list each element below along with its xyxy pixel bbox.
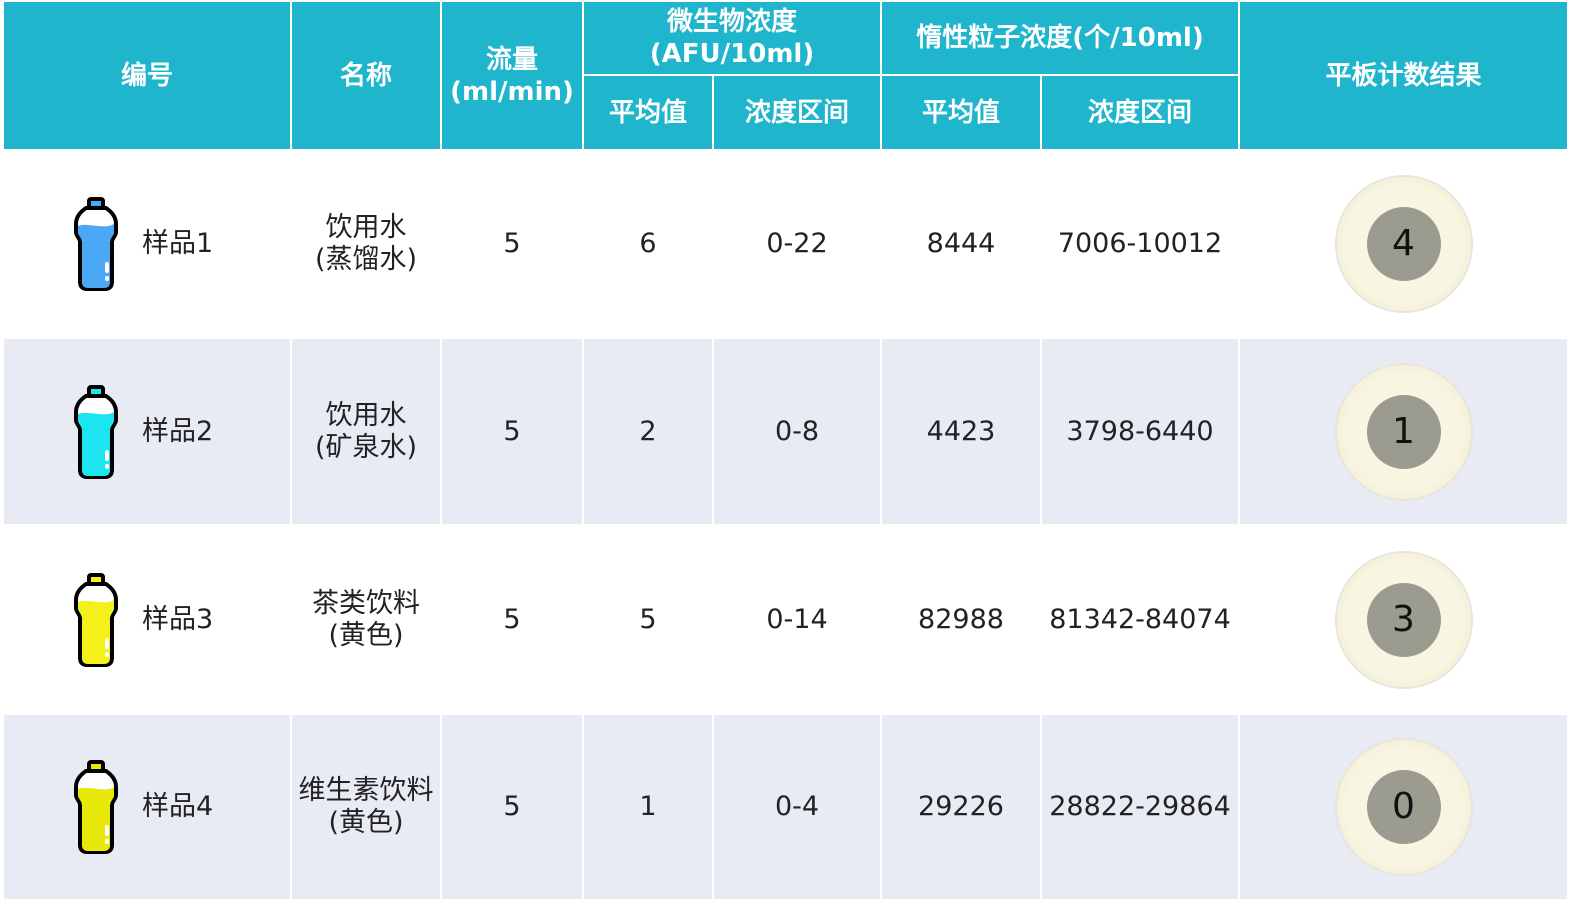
sample-name: 茶类饮料 (黄色)	[292, 526, 440, 713]
micro-average: 6	[584, 151, 712, 337]
inert-average: 8444	[882, 151, 1040, 337]
micro-average: 1	[584, 715, 712, 899]
flow-rate: 5	[442, 339, 582, 524]
micro-range: 0-8	[714, 339, 880, 524]
flow-rate: 5	[442, 526, 582, 713]
petri-dish-image: 4	[1336, 177, 1471, 311]
sample-id-cell: 样品3	[4, 526, 290, 713]
inert-average: 4423	[882, 339, 1040, 524]
inert-average: 82988	[882, 526, 1040, 713]
micro-range: 0-14	[714, 526, 880, 713]
results-table: 编号 名称 流量 (ml/min) 微生物浓度 (AFU/10ml) 惰性粒子浓…	[4, 2, 1567, 899]
plate-count-cell: 1	[1240, 339, 1567, 524]
header-inert-avg: 平均值	[882, 76, 1040, 149]
inert-average: 29226	[882, 715, 1040, 899]
plate-count: 3	[1366, 582, 1441, 657]
inert-range: 7006-10012	[1042, 151, 1238, 337]
plate-count: 1	[1366, 394, 1441, 469]
header-inert: 惰性粒子浓度(个/10ml)	[882, 2, 1238, 74]
micro-average: 5	[584, 526, 712, 713]
plate-count-cell: 0	[1240, 715, 1567, 899]
inert-range: 81342-84074	[1042, 526, 1238, 713]
inert-range: 28822-29864	[1042, 715, 1238, 899]
inert-range: 3798-6440	[1042, 339, 1238, 524]
bottle-icon	[74, 760, 118, 854]
petri-dish-image: 0	[1336, 740, 1471, 874]
header-inert-range: 浓度区间	[1042, 76, 1238, 149]
bottle-icon	[74, 197, 118, 291]
header-name: 名称	[292, 2, 440, 149]
header-micro: 微生物浓度 (AFU/10ml)	[584, 2, 880, 74]
micro-range: 0-4	[714, 715, 880, 899]
plate-count: 4	[1366, 207, 1441, 281]
sample-id-cell: 样品4	[4, 715, 290, 899]
sample-id: 样品4	[142, 791, 214, 822]
bottle-icon	[74, 572, 118, 667]
plate-count-cell: 4	[1240, 151, 1567, 337]
sample-id: 样品2	[142, 415, 214, 447]
petri-dish-image: 1	[1336, 364, 1471, 499]
header-micro-avg: 平均值	[584, 76, 712, 149]
sample-id: 样品1	[142, 228, 214, 259]
sample-id-cell: 样品2	[4, 339, 290, 524]
header-flow: 流量 (ml/min)	[442, 2, 582, 149]
header-plate: 平板计数结果	[1240, 2, 1567, 149]
flow-rate: 5	[442, 151, 582, 337]
petri-dish-image: 3	[1336, 552, 1471, 687]
sample-id-cell: 样品1	[4, 151, 290, 337]
bottle-icon	[74, 384, 118, 479]
header-micro-range: 浓度区间	[714, 76, 880, 149]
micro-range: 0-22	[714, 151, 880, 337]
sample-name: 维生素饮料 (黄色)	[292, 715, 440, 899]
sample-name: 饮用水 (蒸馏水)	[292, 151, 440, 337]
sample-name: 饮用水 (矿泉水)	[292, 339, 440, 524]
header-id: 编号	[4, 2, 290, 149]
flow-rate: 5	[442, 715, 582, 899]
plate-count: 0	[1366, 770, 1441, 844]
plate-count-cell: 3	[1240, 526, 1567, 713]
micro-average: 2	[584, 339, 712, 524]
sample-id: 样品3	[142, 603, 214, 635]
